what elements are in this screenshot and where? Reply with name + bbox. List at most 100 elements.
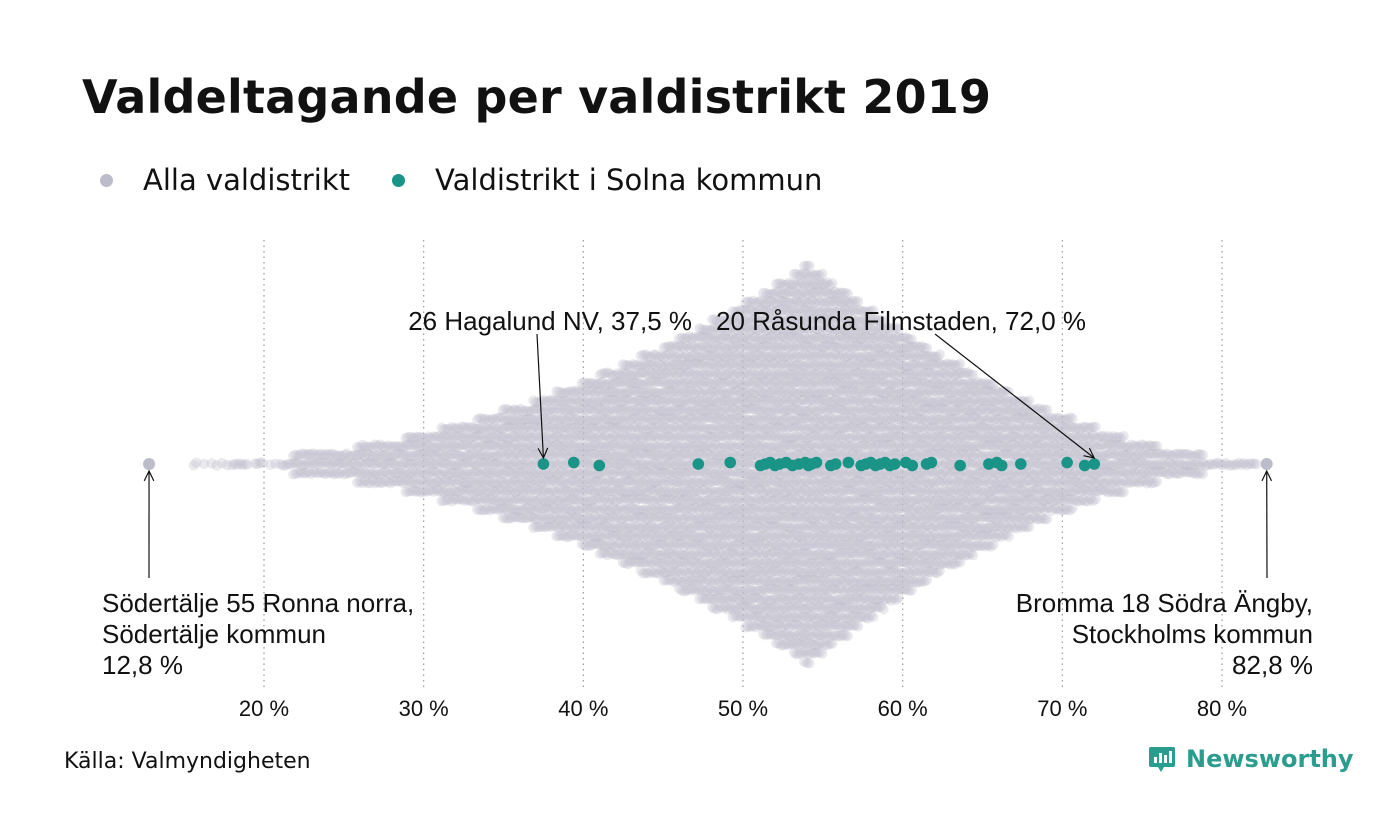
point-all-district: [497, 503, 509, 514]
point-all-district: [397, 468, 409, 479]
point-all-district: [438, 487, 450, 498]
legend: Alla valdistrikt Valdistrikt i Solna kom…: [100, 162, 864, 198]
point-all-district: [436, 495, 447, 507]
point-all-district: [456, 440, 468, 451]
point-all-district: [403, 458, 414, 470]
point-all-district: [385, 451, 396, 462]
point-all-district: [377, 467, 388, 479]
point-all-district: [344, 450, 355, 462]
point-all-district: [451, 467, 463, 479]
point-all-district: [380, 449, 391, 461]
point-all-district: [510, 457, 521, 468]
point-all-district: [326, 467, 337, 479]
point-all-district: [331, 459, 343, 471]
point-all-district: [515, 484, 526, 495]
point-all-district: [298, 459, 309, 471]
point-all-district: [507, 431, 519, 442]
point-all-district: [354, 449, 365, 460]
point-all-district: [518, 504, 529, 516]
point-all-district: [505, 432, 516, 443]
point-all-district: [216, 457, 228, 469]
point-all-district: [502, 458, 514, 470]
point-all-district: [507, 459, 519, 470]
point-all-district: [265, 459, 276, 470]
point-all-district: [477, 484, 488, 496]
chart-title: Valdeltagande per valdistrikt 2019: [82, 70, 992, 124]
point-all-district: [380, 466, 391, 477]
legend-label-solna: Valdistrikt i Solna kommun: [435, 163, 823, 197]
point-all-district: [354, 442, 365, 453]
point-all-district: [477, 449, 488, 461]
grid-lines: [263, 240, 1223, 690]
point-all-district: [382, 450, 394, 462]
point-all-district: [339, 457, 350, 469]
point-all-district: [449, 432, 460, 443]
point-all-district: [520, 451, 531, 462]
point-all-district: [420, 449, 432, 461]
point-all-district: [318, 468, 330, 479]
point-all-district: [395, 468, 406, 479]
point-all-district: [515, 477, 526, 488]
point-all-district: [191, 457, 202, 468]
point-all-district: [500, 415, 511, 426]
point-all-district: [474, 441, 486, 452]
point-all-district: [489, 421, 501, 433]
point-all-district: [311, 467, 322, 478]
point-all-district: [804, 260, 815, 272]
point-all-district: [413, 441, 424, 452]
point-all-district: [372, 468, 383, 480]
point-all-district: [464, 485, 475, 497]
point-all-district: [385, 441, 396, 452]
point-all-district: [464, 477, 475, 488]
point-all-district: [497, 477, 509, 488]
point-all-district: [472, 449, 483, 460]
point-all-district: [461, 457, 473, 468]
point-all-district: [456, 450, 468, 462]
legend-dot-all: [100, 173, 113, 187]
point-all-district: [479, 486, 491, 497]
point-all-district: [313, 449, 325, 460]
point-all-district: [377, 459, 388, 470]
point-all-district: [505, 414, 516, 425]
point-all-district: [443, 487, 455, 498]
point-all-district: [461, 477, 473, 489]
point-all-district: [487, 451, 498, 462]
point-all-district: [362, 457, 373, 469]
point-all-district: [492, 412, 503, 424]
point-all-district: [443, 450, 455, 462]
point-all-district: [449, 485, 460, 497]
point-all-district: [372, 450, 383, 461]
point-all-district: [489, 458, 501, 469]
point-all-district: [418, 448, 429, 460]
point-all-district: [323, 467, 335, 478]
point-all-district: [293, 467, 304, 479]
point-all-district: [469, 450, 480, 461]
point-all-district: [211, 460, 222, 471]
point-all-district: [474, 476, 486, 487]
point-all-district: [446, 441, 457, 452]
point-all-district: [495, 485, 506, 496]
point-all-district: [479, 422, 491, 434]
point-all-district: [489, 440, 501, 452]
point-all-district: [456, 484, 468, 495]
point-all-district: [280, 460, 291, 471]
point-all-district: [497, 404, 509, 416]
point-all-district: [395, 440, 406, 452]
point-all-district: [520, 458, 532, 470]
point-all-district: [387, 450, 399, 462]
point-all-district: [520, 421, 532, 433]
point-all-district: [492, 504, 503, 515]
point-all-district: [334, 468, 345, 479]
point-all-district: [472, 477, 483, 488]
point-all-district: [507, 440, 519, 451]
point-all-district: [226, 460, 238, 471]
point-all-district: [351, 467, 363, 479]
point-all-district: [510, 487, 521, 498]
point-all-district: [426, 466, 437, 478]
point-all-district: [423, 467, 434, 479]
point-all-district: [474, 412, 486, 424]
point-all-district: [444, 423, 455, 435]
point-all-district: [518, 476, 529, 487]
point-all-district: [390, 449, 401, 461]
point-all-district: [487, 484, 498, 496]
